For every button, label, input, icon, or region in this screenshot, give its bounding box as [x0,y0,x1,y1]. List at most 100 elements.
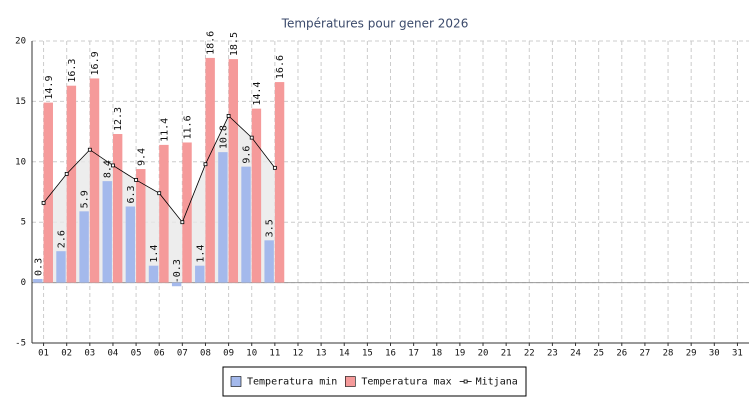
bar [195,265,205,283]
y-tick-label: 10 [15,157,26,167]
bar [182,142,192,283]
bar [66,85,77,283]
line-marker [226,113,231,118]
bar [159,144,169,283]
x-tick-label: 05 [131,349,142,359]
bar [89,78,100,283]
x-tick-label: 17 [408,349,419,359]
x-tick-label: 20 [478,349,489,359]
data-label: 14.9 [44,76,55,100]
y-tick-label: 5 [21,218,26,228]
legend-label: Temperatura min [247,377,337,388]
x-tick-label: 23 [547,349,558,359]
data-label: 16.3 [67,59,78,83]
bar [56,251,66,283]
x-tick-label: 14 [339,349,350,359]
bar [79,211,89,283]
line-marker [41,200,46,205]
legend-swatch-marker [463,379,468,384]
bar [136,169,146,283]
data-label: 2.6 [56,230,67,248]
bar [228,59,239,283]
line-marker [64,171,69,176]
bar [171,282,182,287]
x-tick-label: 09 [223,349,234,359]
bar [218,152,228,283]
data-label: 6.3 [126,185,137,203]
x-tick-label: 29 [686,349,697,359]
y-tick-label: -5 [15,339,26,349]
x-tick-label: 28 [663,349,674,359]
legend-label: Temperatura max [361,377,451,388]
line-marker [134,178,138,182]
data-label: 14.4 [252,82,263,106]
data-label: 16.6 [275,55,286,79]
x-tick-label: 13 [316,349,327,359]
line-marker [180,220,185,225]
x-tick-label: 18 [431,349,442,359]
bar [112,134,123,283]
data-label: 5.9 [80,190,91,208]
x-tick-label: 07 [177,349,188,359]
x-tick-label: 04 [108,349,119,359]
x-tick-label: 15 [362,349,373,359]
data-label: 9.4 [136,148,147,166]
data-label: 1.4 [195,245,206,263]
y-tick-label: 0 [21,278,26,288]
chart-title: Températures pour gener 2026 [281,17,469,31]
bar [205,57,215,283]
x-tick-label: 02 [61,349,72,359]
line-marker [87,147,92,152]
x-tick-label: 16 [385,349,396,359]
x-tick-label: 25 [593,349,604,359]
x-tick-label: 30 [709,349,720,359]
legend: Temperatura min Temperatura max Mitjana [222,366,527,397]
x-tick-label: 24 [570,349,581,359]
bar [274,82,285,283]
data-label: 3.5 [265,219,276,237]
x-tick-label: 10 [246,349,257,359]
bar [241,166,251,283]
data-label: 12.3 [113,107,124,131]
data-label: 18.5 [229,32,240,56]
x-tick-label: 31 [732,349,743,359]
line-marker [111,163,115,168]
x-tick-label: 01 [38,349,49,359]
x-tick-label: 08 [200,349,211,359]
data-label: 18.6 [206,31,217,55]
x-tick-label: 21 [501,349,512,359]
data-label: 11.4 [159,118,170,142]
y-tick-label: 20 [15,37,26,47]
x-tick-label: 22 [524,349,535,359]
legend-box [222,366,527,397]
data-label: -0.3 [172,259,183,283]
bar [264,240,274,283]
bar [125,206,136,283]
data-label: 8.4 [103,160,114,178]
bar [102,181,112,283]
data-label: 16.9 [90,51,101,75]
bar [148,265,159,283]
bar [33,278,43,283]
x-tick-label: 03 [84,349,95,359]
y-tick-label: 15 [15,97,26,107]
bar [43,102,53,283]
legend-swatch [345,376,356,387]
x-tick-label: 26 [616,349,627,359]
data-label: 11.6 [183,115,194,139]
bar [251,108,262,283]
data-label: 9.6 [242,146,253,164]
line-marker [249,135,254,140]
data-label: 10.8 [218,125,229,149]
x-tick-label: 11 [269,349,280,359]
data-label: 1.4 [149,245,160,263]
line-marker [272,165,277,170]
legend-label: Mitjana [476,377,518,388]
x-tick-label: 27 [639,349,650,359]
legend-swatch [230,376,242,387]
data-label: 0.3 [33,258,44,276]
line-marker [157,191,162,196]
line-marker [203,162,208,167]
